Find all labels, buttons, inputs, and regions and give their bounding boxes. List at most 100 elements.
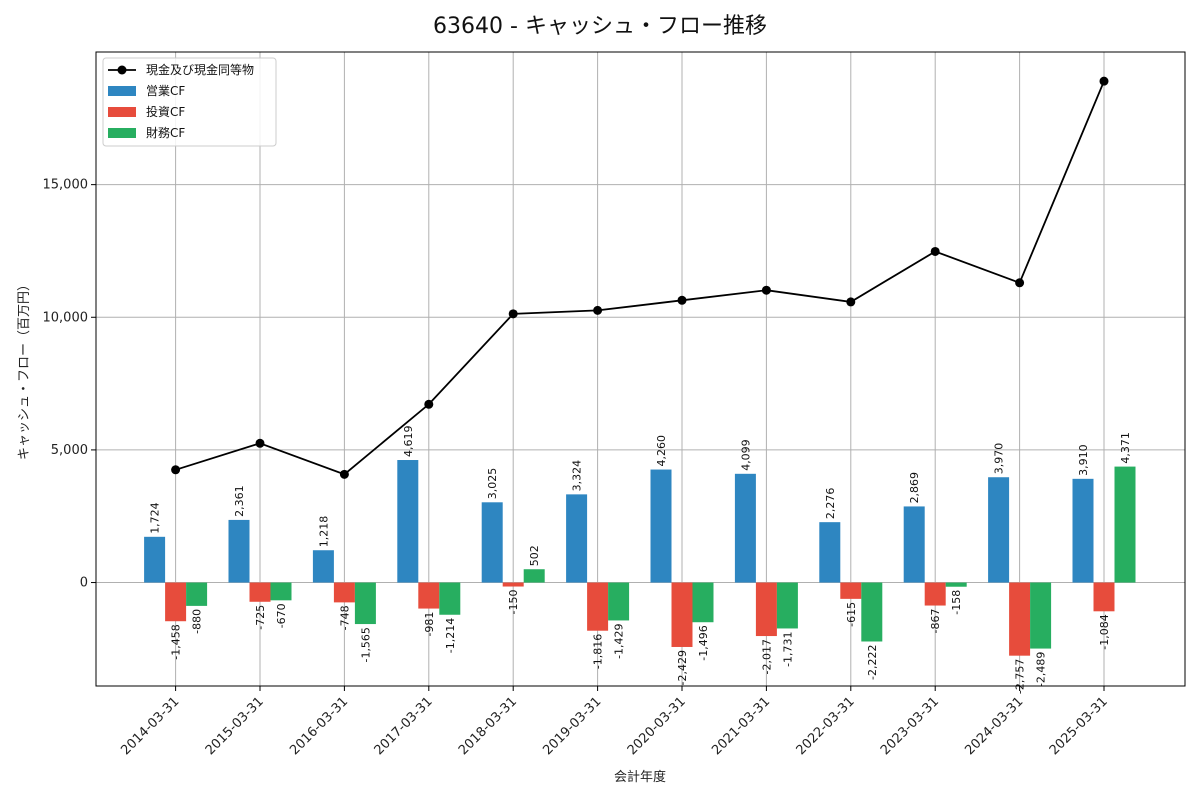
legend-label: 営業CF — [146, 84, 185, 98]
bar-data-label: -1,214 — [444, 618, 457, 653]
cash-line-point — [593, 305, 603, 315]
x-tick-label: 2014-03-31 — [118, 694, 182, 758]
y-axis-label: キャッシュ・フロー（百万円） — [17, 278, 32, 460]
bar-data-label: 2,869 — [908, 472, 921, 504]
bar-data-label: 1,724 — [149, 502, 162, 534]
operating-cf-bar — [566, 494, 588, 583]
operating-cf-bar — [819, 522, 841, 583]
bar-data-label: -2,429 — [676, 650, 689, 685]
bar-data-label: 3,025 — [486, 468, 499, 500]
bar-data-label: 1,218 — [317, 516, 330, 548]
legend-swatch — [108, 128, 136, 138]
legend-marker — [117, 65, 127, 75]
cash-line-point — [930, 246, 940, 256]
financing-cf-bar — [439, 582, 461, 615]
financing-cf-bar — [186, 582, 208, 606]
bar-data-label: 2,276 — [824, 488, 837, 520]
bar-data-label: -1,565 — [359, 627, 372, 662]
bar-data-label: -2,222 — [866, 644, 879, 679]
investing-cf-bar — [165, 582, 187, 622]
bar-data-label: -1,084 — [1098, 614, 1111, 649]
financing-cf-bar — [945, 582, 967, 587]
cash-line-point — [1099, 76, 1109, 86]
y-tick-label: 15,000 — [43, 178, 89, 193]
investing-cf-bar — [418, 582, 440, 609]
financing-cf-bar — [861, 582, 883, 642]
bar-data-label: -867 — [929, 609, 942, 634]
bar-data-label: 3,910 — [1077, 444, 1090, 476]
operating-cf-bar — [312, 550, 334, 583]
x-tick-label: 2017-03-31 — [372, 694, 436, 758]
bar-data-label: -748 — [338, 605, 351, 630]
cash-line-point — [508, 309, 518, 319]
grid — [96, 52, 1185, 686]
x-tick-label: 2015-03-31 — [203, 694, 267, 758]
bar-data-label: -1,731 — [781, 631, 794, 666]
investing-cf-bar — [333, 582, 355, 603]
investing-cf-bar — [502, 582, 524, 587]
financing-cf-bar — [523, 569, 545, 583]
bar-data-label: -2,489 — [1035, 652, 1048, 687]
investing-cf-bar — [1093, 582, 1115, 612]
operating-cf-bar — [734, 473, 756, 583]
cash-line — [171, 76, 1109, 479]
data-labels: 1,724 2,361 1,218 4,619 3,025 3,324 4,260 4,099… — [149, 426, 1132, 695]
investing-cf-bar — [840, 582, 862, 599]
bar-data-label: 4,260 — [655, 435, 668, 467]
x-tick-label: 2021-03-31 — [709, 694, 773, 758]
bar-data-label: -2,017 — [760, 639, 773, 674]
investing-cf-bar — [587, 582, 609, 631]
investing-cf-bar — [924, 582, 946, 606]
cash-line-point — [339, 469, 349, 479]
cash-line-point — [255, 438, 265, 448]
bar-data-label: -670 — [275, 603, 288, 628]
operating-cf-bar — [144, 536, 166, 583]
bar-data-label: -150 — [507, 590, 520, 615]
legend-label: 財務CF — [146, 125, 185, 140]
bar-data-label: 2,361 — [233, 485, 246, 517]
operating-cf-bar — [228, 519, 250, 583]
bar-data-label: -158 — [950, 590, 963, 615]
operating-cf-bar — [481, 502, 503, 583]
investing-cf-bar — [249, 582, 271, 602]
bar-data-label: -1,816 — [592, 634, 605, 669]
x-tick-label: 2023-03-31 — [878, 694, 942, 758]
investing-cf-bar — [671, 582, 693, 647]
y-axis-ticks: 0 5,000 10,000 15,000 — [43, 178, 96, 591]
financing-cf-bar — [354, 582, 376, 625]
bar-data-label: -1,429 — [613, 623, 626, 658]
financing-cf-bar — [1030, 582, 1052, 649]
x-tick-label: 2025-03-31 — [1047, 694, 1111, 758]
operating-cf-bar — [397, 460, 419, 583]
bar-data-label: -1,496 — [697, 625, 710, 660]
cash-line-point — [677, 295, 687, 305]
financing-cf-bar — [270, 582, 292, 601]
bar-data-label: 4,619 — [402, 426, 415, 458]
x-tick-label: 2019-03-31 — [540, 694, 604, 758]
financing-cf-bar — [692, 582, 714, 623]
x-axis-ticks: 2014-03-31 2015-03-31 2016-03-31 2017-03-31… — [118, 686, 1111, 758]
bar-data-label: 502 — [528, 545, 541, 566]
operating-cf-bar — [988, 477, 1010, 583]
cash-line-point — [424, 399, 434, 409]
bar-data-label: -1,458 — [170, 624, 183, 659]
cash-line-point — [1015, 278, 1025, 288]
legend-box — [102, 57, 277, 147]
bar-data-label: 3,970 — [993, 443, 1006, 475]
financing-cf-bar — [1114, 466, 1136, 583]
x-tick-label: 2022-03-31 — [794, 694, 858, 758]
legend-label: 現金及び現金同等物 — [146, 62, 254, 77]
bar-data-label: -615 — [845, 602, 858, 627]
investing-cf-bar — [755, 582, 777, 637]
bar-data-label: 3,324 — [571, 460, 584, 492]
financing-cf-bar — [776, 582, 798, 629]
plot-frame — [95, 51, 1186, 687]
investing-cf-bar — [1009, 582, 1031, 656]
legend-swatch — [108, 107, 136, 117]
legend-swatch — [108, 86, 136, 96]
chart-title: 63640 - キャッシュ・フロー推移 — [433, 14, 767, 39]
bar-data-label: 4,371 — [1119, 432, 1132, 464]
financing-cf-bar — [608, 582, 630, 621]
x-axis-label: 会計年度 — [614, 769, 666, 785]
cash-line-point — [171, 465, 181, 475]
